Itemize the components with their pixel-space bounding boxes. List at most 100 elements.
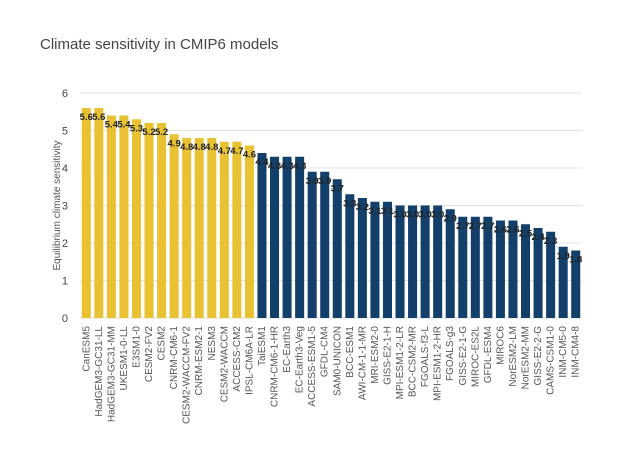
bar <box>533 228 543 318</box>
y-tick-label: 6 <box>62 88 68 100</box>
bar-value-label: 4.7 <box>230 146 243 157</box>
x-category-label: NorESM2-LM <box>508 326 519 387</box>
x-category-label: HadGEM3-GC31-LL <box>94 326 105 417</box>
bar <box>558 246 568 318</box>
chart-title: Climate sensitivity in CMIP6 models <box>40 36 279 53</box>
bar-value-label: 2.6 <box>494 225 507 236</box>
bar <box>420 205 430 318</box>
x-category-label: GISS-E2-2-G <box>533 326 544 386</box>
bar-value-label: 5.6 <box>92 112 105 123</box>
x-category-label: MIROC-ES2L <box>470 326 481 388</box>
bar <box>207 138 217 318</box>
bar-value-label: 2.7 <box>481 221 494 232</box>
y-tick-label: 0 <box>62 313 68 325</box>
x-category-label: CESM2-WACCM-FV2 <box>182 326 193 424</box>
bar <box>295 156 305 318</box>
bar <box>458 216 468 318</box>
x-category-label: BCC-ESM1 <box>345 326 356 378</box>
bar-value-label: 4.4 <box>255 157 269 168</box>
bar <box>408 205 418 318</box>
bar <box>370 201 380 318</box>
bar-value-label: 4.6 <box>243 150 256 161</box>
y-tick-label: 1 <box>62 276 68 288</box>
bar <box>232 141 242 318</box>
bar-value-label: 5.4 <box>105 120 119 131</box>
bar-value-label: 4.3 <box>268 161 281 172</box>
bar <box>483 216 493 318</box>
x-category-label: CanESM5 <box>81 326 92 372</box>
x-category-label: INM-CM5-0 <box>558 326 569 378</box>
bar <box>81 108 91 318</box>
bar <box>546 231 556 318</box>
bar-value-label: 4.3 <box>280 161 293 172</box>
bar <box>270 156 280 318</box>
bar-value-label: 1.8 <box>569 255 582 266</box>
x-category-label: UKESM1-0-LL <box>119 326 130 391</box>
x-category-label: NorESM2-MM <box>521 326 532 389</box>
x-category-label: GFDL-CM4 <box>320 326 331 378</box>
x-category-label: EC-Earth3 <box>282 326 293 373</box>
x-category-label: MIROC6 <box>495 326 506 365</box>
bar-value-label: 5.2 <box>142 127 155 138</box>
bar-value-label: 2.7 <box>456 221 469 232</box>
x-category-label: INM-CM4-8 <box>571 326 582 378</box>
data-labels: 5.6 5.65.4 5.4 5.3 5.2 5.24.9 4.8 4.8 4.8 4.7 4.7 4… <box>80 112 583 266</box>
x-category-label: CAMS-CSM1-0 <box>546 326 557 395</box>
bar-value-label: 4.9 <box>168 138 181 149</box>
x-category-label: CESM2-FV2 <box>144 326 155 383</box>
bar-value-label: 5.6 <box>80 112 93 123</box>
bar <box>571 250 581 318</box>
bar <box>219 141 229 318</box>
bar <box>157 123 167 318</box>
x-category-label: E3SM1-0 <box>131 326 142 368</box>
bar-value-label: 3.2 <box>356 202 369 213</box>
bar <box>508 220 518 318</box>
y-tick-label: 5 <box>62 126 68 138</box>
bar-value-label: 2.6 <box>506 225 519 236</box>
bar-value-label: 3.1 <box>368 206 382 217</box>
bar-value-label: 4.8 <box>193 142 206 153</box>
x-category-label: MPI-ESM1-2-LR <box>395 326 406 399</box>
bar-value-label: 2.3 <box>544 236 557 247</box>
y-tick-label: 4 <box>62 163 68 175</box>
x-category-label: CNRM-CM6-1 <box>169 326 180 390</box>
bar-value-label: 3.0 <box>419 210 432 221</box>
x-category-label: FGOALS-f3-L <box>420 326 431 388</box>
bar-value-label: 5.2 <box>155 127 168 138</box>
bar <box>445 209 455 318</box>
bar-value-label: 2.5 <box>519 228 533 239</box>
y-tick-label: 3 <box>62 201 68 213</box>
bar-value-label: 2.4 <box>531 232 545 243</box>
bar <box>395 205 405 318</box>
x-axis-categories: CanESM5 HadGEM3-GC31-LL HadGEM3-GC31-MM UKE… <box>81 326 581 424</box>
y-axis-ticks: 0 1 2 3 4 5 6 <box>62 88 68 325</box>
bar <box>194 138 204 318</box>
x-category-label: IPSL-CM6A-LR <box>244 326 255 395</box>
x-category-label: BCC-CSM2-MR <box>408 326 419 397</box>
bar-value-label: 1.9 <box>557 251 570 262</box>
bar <box>495 220 505 318</box>
bar <box>345 194 355 318</box>
bar <box>119 115 129 318</box>
bar <box>470 216 480 318</box>
bar-value-label: 3.0 <box>431 210 444 221</box>
bar-value-label: 5.3 <box>130 123 143 134</box>
bar <box>307 171 317 318</box>
bar <box>94 108 104 318</box>
bar <box>282 156 292 318</box>
bar <box>357 198 367 318</box>
bar-value-label: 5.4 <box>117 120 131 131</box>
x-category-label: AWI-CM-1-1-MR <box>357 326 368 400</box>
bar <box>320 171 330 318</box>
bar-value-label: 3.9 <box>318 176 331 187</box>
x-category-label: ACCESS-CM2 <box>232 326 243 392</box>
bar-value-label: 3.3 <box>343 198 356 209</box>
x-category-label: SAM0-UNICON <box>332 326 343 396</box>
bar-value-label: 4.3 <box>293 161 306 172</box>
bar <box>433 205 443 318</box>
x-category-label: FGOALS-g3 <box>445 326 456 381</box>
x-category-label: CNRM-ESM2-1 <box>194 326 205 396</box>
bar <box>382 201 392 318</box>
bar-value-label: 3.9 <box>306 176 319 187</box>
